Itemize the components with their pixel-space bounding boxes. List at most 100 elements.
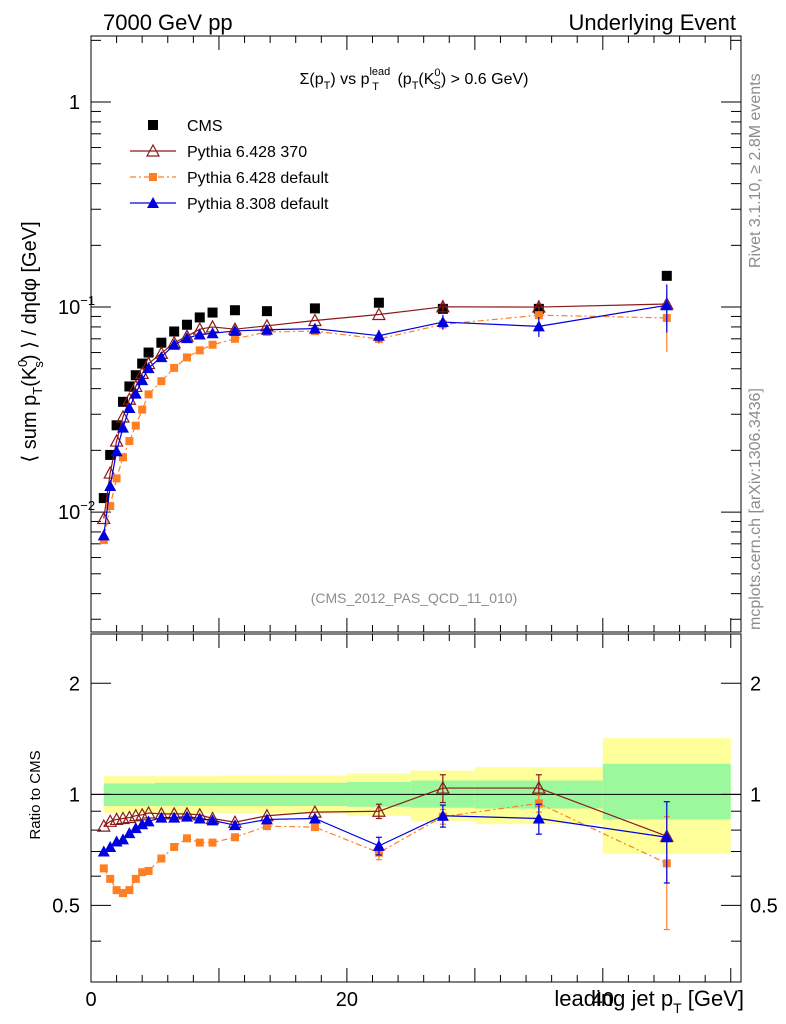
p6-default-marker bbox=[262, 822, 271, 831]
plot-title: Σ(pT) vs plead T (pT(K0 S) > 0.6 GeV) bbox=[300, 66, 529, 93]
p6-370-marker bbox=[371, 307, 386, 321]
p6-default-marker bbox=[170, 842, 179, 851]
top-y-tick-label: 10−1 bbox=[58, 293, 95, 319]
cms-marker bbox=[143, 347, 154, 358]
p6-default-marker bbox=[138, 868, 147, 877]
p8-default-marker bbox=[155, 351, 168, 363]
p8-default-marker bbox=[436, 316, 449, 328]
legend-label: CMS bbox=[187, 118, 223, 135]
cms-marker bbox=[137, 358, 148, 369]
p8-default-marker bbox=[168, 811, 181, 823]
p6-default-marker bbox=[195, 838, 204, 847]
p6-default-marker bbox=[118, 889, 127, 898]
p6-default-marker bbox=[310, 823, 319, 832]
ratio-series-0 bbox=[96, 774, 674, 842]
p8-default-marker bbox=[193, 328, 206, 340]
p6-370-marker bbox=[145, 143, 161, 157]
p6-default-marker bbox=[149, 173, 157, 181]
top-y-label: ⟨ sum pT(K0s) ⟩ / dηdφ [GeV] bbox=[15, 221, 46, 462]
p8-default-marker bbox=[372, 329, 385, 341]
legend-label: Pythia 8.308 default bbox=[187, 196, 329, 213]
p6-default-marker bbox=[144, 390, 153, 399]
p8-default-marker bbox=[228, 819, 241, 831]
p6-default-marker bbox=[106, 502, 115, 511]
p6-default-marker bbox=[138, 405, 147, 414]
cms-marker bbox=[124, 381, 135, 392]
header-left: 7000 GeV pp bbox=[103, 10, 233, 35]
p6-default-marker bbox=[157, 854, 166, 863]
title-sub-t2: T bbox=[372, 81, 379, 93]
rivet-label: Rivet 3.1.10, ≥ 2.8M events bbox=[747, 73, 764, 268]
legend-entry-0: CMS bbox=[148, 118, 223, 135]
cms-marker bbox=[207, 307, 218, 318]
top-y-sup-0: 0 bbox=[15, 360, 30, 367]
mcplots-label: mcplots.cern.ch [arXiv:1306.3436] bbox=[747, 388, 764, 630]
title-vs: ) vs p bbox=[330, 71, 369, 88]
x-label-a: leading jet p bbox=[554, 986, 673, 1011]
ratio-series-2 bbox=[97, 801, 673, 884]
cms-marker bbox=[156, 337, 167, 348]
title-sub-t3: T bbox=[412, 80, 419, 92]
cms-marker bbox=[309, 303, 320, 314]
legend-entry-3: Pythia 8.308 default bbox=[130, 196, 329, 213]
p8-default-marker bbox=[97, 845, 110, 857]
p6-370-marker bbox=[371, 803, 386, 817]
cms-marker bbox=[661, 270, 672, 281]
tick-base: 10 bbox=[58, 502, 80, 524]
title-sup-0: 0 bbox=[434, 67, 440, 79]
title-sup-lead: lead bbox=[369, 66, 390, 78]
title-cond-close: ) > 0.6 GeV) bbox=[441, 71, 529, 88]
x-tick-label: 40 bbox=[592, 989, 614, 1011]
p6-370-marker bbox=[435, 780, 450, 794]
p8-default-marker bbox=[136, 374, 149, 386]
p8-default-marker bbox=[532, 320, 545, 332]
cms-marker bbox=[229, 305, 240, 316]
cms-marker bbox=[181, 319, 192, 330]
cms-marker bbox=[111, 420, 122, 431]
p8-default-marker bbox=[180, 810, 193, 822]
p6-default-marker bbox=[208, 340, 217, 349]
p8-default-marker bbox=[129, 822, 142, 834]
cms-marker bbox=[98, 493, 109, 504]
p8-default-marker bbox=[110, 445, 123, 457]
p8-default-marker bbox=[180, 332, 193, 344]
p8-default-marker bbox=[260, 323, 273, 335]
legend-entry-2: Pythia 6.428 default bbox=[130, 170, 329, 187]
top-series-0 bbox=[98, 270, 672, 504]
p6-default-marker bbox=[144, 866, 153, 875]
cms-marker bbox=[117, 396, 128, 407]
p6-default-marker bbox=[534, 311, 543, 320]
p8-default-marker bbox=[206, 814, 219, 826]
top-y-tick-label: 1 bbox=[69, 92, 80, 114]
top-y-sub-t: T bbox=[30, 387, 45, 395]
bottom-y-tick-label-right: 0.5 bbox=[750, 895, 778, 917]
cms-marker bbox=[194, 312, 205, 323]
p6-default-marker bbox=[131, 421, 140, 430]
p8-default-marker bbox=[168, 338, 181, 350]
legend-label: Pythia 6.428 default bbox=[187, 170, 329, 187]
cms-marker bbox=[130, 370, 141, 381]
bottom-frame bbox=[90, 633, 742, 983]
p6-370-marker bbox=[435, 299, 450, 313]
p8-default-marker bbox=[436, 809, 449, 821]
cms-marker bbox=[148, 120, 158, 130]
title-cond-open: (p bbox=[393, 71, 412, 88]
tick-exp: −1 bbox=[80, 293, 95, 308]
p6-default-marker bbox=[157, 377, 166, 386]
p8-default-marker bbox=[116, 421, 129, 433]
p6-default-marker bbox=[125, 437, 134, 446]
bottom-y-tick-label-left: 2 bbox=[69, 673, 80, 695]
x-label-b: [GeV] bbox=[682, 986, 744, 1011]
p6-default-marker bbox=[208, 838, 217, 847]
top-y-sub-s: s bbox=[31, 361, 46, 368]
p6-default-marker bbox=[99, 864, 108, 873]
p6-default-marker bbox=[125, 886, 134, 895]
p6-370-marker bbox=[96, 511, 111, 525]
cms-marker bbox=[261, 306, 272, 317]
x-axis-label: leading jet pT [GeV] bbox=[554, 986, 744, 1016]
cms-marker bbox=[105, 449, 116, 460]
p8-default-marker bbox=[308, 812, 321, 824]
p8-default-marker bbox=[142, 362, 155, 374]
